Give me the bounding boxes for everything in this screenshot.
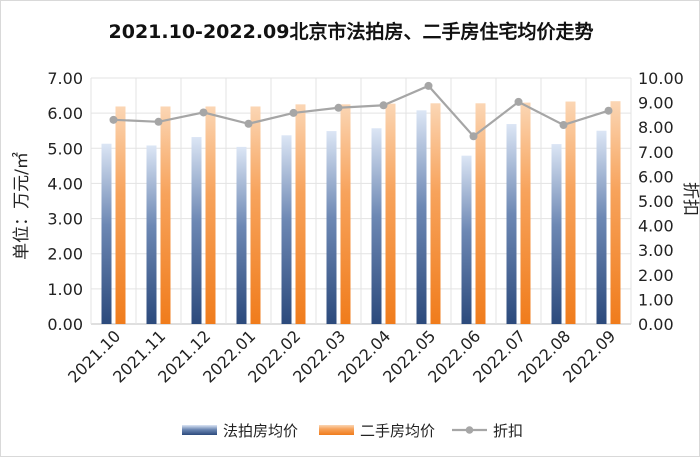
y-axis-left-title: 单位：万元/㎡ — [12, 152, 32, 260]
discount-point — [559, 120, 568, 129]
y2-tick-label: 6.00 — [638, 167, 674, 186]
bar-auction-price — [506, 124, 517, 324]
bar-secondhand-price — [475, 103, 486, 324]
discount-point — [154, 117, 163, 126]
y-tick-label: 7.00 — [47, 69, 83, 88]
bar-secondhand-price — [295, 104, 306, 324]
y-tick-label: 3.00 — [47, 210, 83, 229]
y-axis-right-title: 折扣 — [680, 182, 700, 216]
discount-point — [289, 108, 298, 117]
bar-secondhand-price — [385, 103, 396, 324]
bar-auction-price — [416, 110, 427, 325]
y2-tick-label: 8.00 — [638, 118, 674, 137]
bar-secondhand-price — [160, 106, 171, 324]
discount-point — [604, 106, 613, 115]
legend-swatch-secondhand — [319, 425, 354, 435]
legend-label-auction: 法拍房均价 — [223, 422, 298, 440]
discount-line — [109, 81, 613, 141]
bar-auction-price — [371, 128, 382, 324]
y2-tick-label: 3.00 — [638, 241, 674, 260]
y2-tick-label: 10.00 — [638, 69, 684, 88]
y-tick-label: 2.00 — [47, 245, 83, 264]
bar-secondhand-price — [520, 102, 531, 324]
discount-point — [424, 81, 433, 90]
legend: 法拍房均价 二手房均价 折扣 — [182, 422, 523, 440]
bars — [101, 101, 621, 325]
chart-title: 2021.10-2022.09北京市法拍房、二手房住宅均价走势 — [109, 20, 594, 43]
y-tick-label: 6.00 — [47, 104, 83, 123]
bar-auction-price — [236, 146, 247, 324]
y-tick-label: 5.00 — [47, 139, 83, 158]
gridlines — [90, 77, 632, 325]
bar-auction-price — [326, 131, 337, 324]
x-axis-ticks: 2021.102021.112021.122022.012022.022022.… — [64, 326, 619, 386]
bar-secondhand-price — [115, 106, 126, 324]
bar-auction-price — [596, 130, 607, 324]
y-axis-left-ticks: 0.00 1.00 2.00 3.00 4.00 5.00 6.00 7.00 — [47, 69, 83, 334]
y2-tick-label: 0.00 — [638, 315, 674, 334]
y-tick-label: 0.00 — [47, 315, 83, 334]
bar-auction-price — [281, 135, 292, 324]
bar-secondhand-price — [250, 106, 261, 324]
legend-label-secondhand: 二手房均价 — [360, 422, 435, 440]
y2-tick-label: 2.00 — [638, 266, 674, 285]
bar-secondhand-price — [565, 101, 576, 324]
bar-secondhand-price — [340, 104, 351, 324]
bar-auction-price — [551, 144, 562, 324]
bar-secondhand-price — [205, 106, 216, 324]
y-axis-right-ticks: 0.00 1.00 2.00 3.00 4.00 5.00 6.00 7.00 8.00 9.00… — [638, 69, 684, 334]
legend-marker-discount — [465, 426, 474, 434]
y2-tick-label: 5.00 — [638, 192, 674, 211]
discount-line-path — [113, 84, 609, 138]
y-tick-label: 4.00 — [47, 174, 83, 193]
y2-tick-label: 7.00 — [638, 143, 674, 162]
legend-label-discount: 折扣 — [493, 422, 523, 440]
discount-point — [379, 101, 388, 110]
y2-tick-label: 4.00 — [638, 217, 674, 236]
discount-point — [109, 115, 118, 124]
y-tick-label: 1.00 — [47, 280, 83, 299]
bar-auction-price — [191, 137, 202, 324]
bar-secondhand-price — [430, 103, 441, 324]
discount-point — [469, 132, 478, 141]
bar-auction-price — [146, 145, 157, 324]
legend-swatch-auction — [182, 425, 217, 435]
bar-auction-price — [461, 155, 472, 324]
bar-auction-price — [101, 143, 112, 324]
discount-point — [514, 97, 523, 106]
y2-tick-label: 1.00 — [638, 290, 674, 309]
discount-point — [334, 103, 343, 112]
y2-tick-label: 9.00 — [638, 94, 674, 113]
discount-point — [244, 119, 253, 128]
bar-secondhand-price — [610, 101, 621, 325]
discount-point — [199, 108, 208, 117]
